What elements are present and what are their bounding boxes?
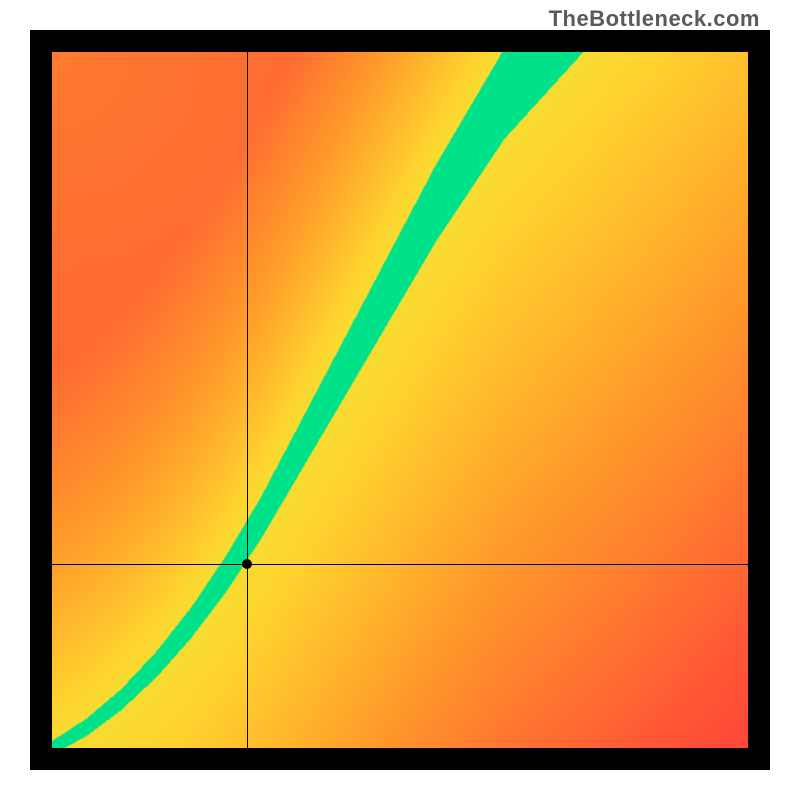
crosshair-marker (242, 559, 252, 569)
crosshair-horizontal (52, 564, 748, 565)
crosshair-vertical (247, 52, 248, 748)
watermark-text: TheBottleneck.com (549, 6, 760, 32)
bottleneck-heatmap (52, 52, 748, 748)
plot-frame (30, 30, 770, 770)
